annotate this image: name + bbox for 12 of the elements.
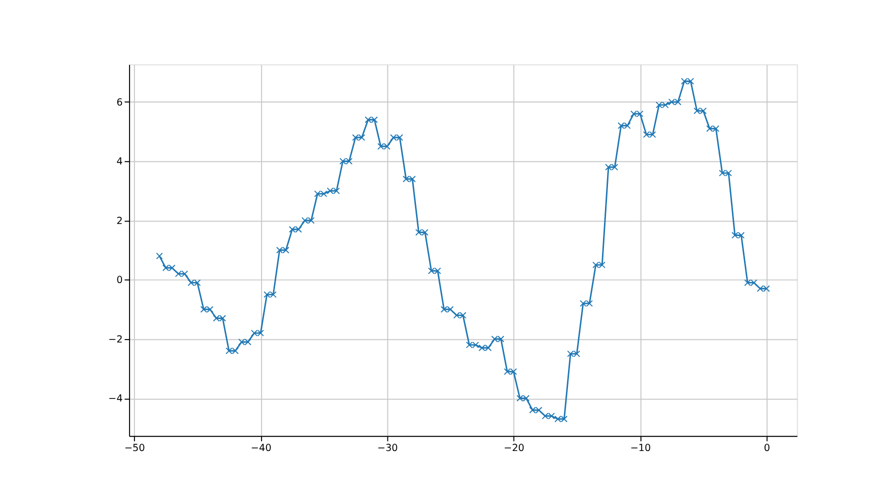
x-tick-label: −30 xyxy=(377,443,398,454)
y-tick-label: 6 xyxy=(116,97,123,108)
x-tick-label: 0 xyxy=(764,443,770,454)
y-tick-label: 2 xyxy=(116,216,123,227)
x-tick-label: −20 xyxy=(504,443,524,454)
x-tick-label: −50 xyxy=(124,443,145,454)
y-tick-label: −4 xyxy=(108,394,123,405)
y-tick-label: 0 xyxy=(116,275,123,286)
y-tick-label: 4 xyxy=(116,156,123,168)
x-tick-label: −10 xyxy=(630,443,651,454)
x-tick-label: −40 xyxy=(250,443,272,454)
y-tick-label: −2 xyxy=(108,334,123,346)
